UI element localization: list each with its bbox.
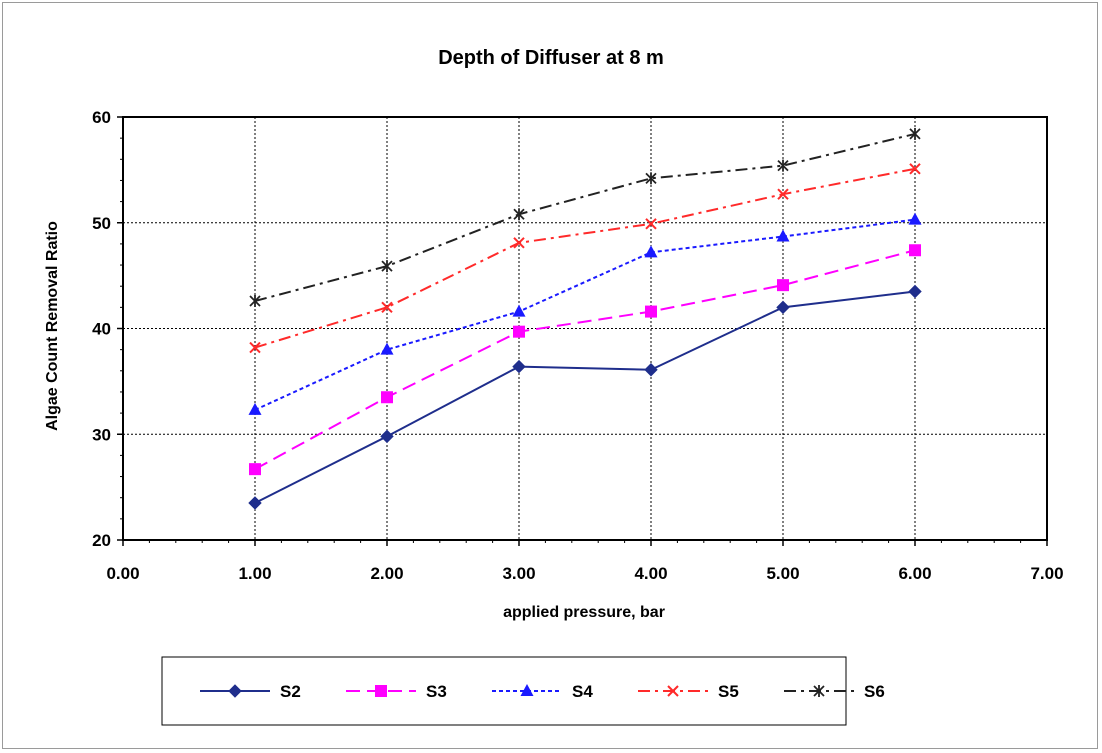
data-point xyxy=(248,496,262,510)
data-point xyxy=(645,172,657,185)
data-point xyxy=(248,402,262,415)
x-tick-label: 7.00 xyxy=(1030,564,1063,583)
y-tick-label: 50 xyxy=(92,214,111,233)
y-tick-label: 60 xyxy=(92,108,111,127)
data-point xyxy=(909,127,921,140)
x-tick-label: 2.00 xyxy=(370,564,403,583)
data-point xyxy=(645,305,657,318)
legend-swatch-marker xyxy=(667,685,679,697)
legend-swatch-marker xyxy=(375,685,387,697)
y-tick-label: 30 xyxy=(92,425,111,444)
chart-title: Depth of Diffuser at 8 m xyxy=(438,47,664,69)
x-tick-label: 1.00 xyxy=(238,564,271,583)
data-point xyxy=(381,301,393,314)
data-point xyxy=(645,218,657,230)
grid xyxy=(123,117,1047,540)
data-point xyxy=(381,260,393,273)
data-point xyxy=(644,245,658,258)
y-tick-label: 40 xyxy=(92,320,111,339)
x-tick-label: 4.00 xyxy=(634,564,667,583)
data-point xyxy=(908,212,922,225)
series-line xyxy=(254,218,916,411)
legend-box xyxy=(161,656,847,726)
data-point xyxy=(776,229,790,242)
data-point xyxy=(512,304,526,317)
legend-swatch-marker xyxy=(813,685,825,697)
data-point xyxy=(249,295,261,308)
series-s3 xyxy=(249,244,921,476)
y-axis-label: Algae Count Removal Ratio xyxy=(44,221,61,431)
data-point xyxy=(777,188,789,200)
series-line xyxy=(254,167,916,349)
x-tick-label: 0.00 xyxy=(106,564,139,583)
series-line xyxy=(254,290,916,504)
data-point xyxy=(777,279,789,292)
x-axis-label: applied pressure, bar xyxy=(503,604,665,621)
y-tick-label: 20 xyxy=(92,531,111,550)
data-point xyxy=(776,300,790,315)
legend-label: S2 xyxy=(280,682,301,701)
axis-ticks xyxy=(117,116,1048,546)
legend-item-s4: S4 xyxy=(492,682,593,701)
legend-item-s3: S3 xyxy=(346,682,447,701)
x-tick-label: 5.00 xyxy=(766,564,799,583)
legend-label: S6 xyxy=(864,682,885,701)
data-point xyxy=(512,359,526,374)
data-point xyxy=(909,244,921,257)
data-point xyxy=(513,325,525,338)
tick-labels: 0.00 1.00 2.00 3.00 4.00 5.00 6.00 7.00 20 30 40 50… xyxy=(92,108,1063,583)
series-s4 xyxy=(248,212,922,415)
data-point xyxy=(380,342,394,355)
legend-swatch-marker xyxy=(520,684,534,696)
series-line xyxy=(254,249,916,471)
data-point xyxy=(908,284,922,299)
data-point xyxy=(249,341,261,354)
data-point xyxy=(381,391,393,404)
legend-label: S5 xyxy=(718,682,739,701)
series-s5 xyxy=(249,163,921,354)
legend-item-s5: S5 xyxy=(638,682,739,701)
data-point xyxy=(513,208,525,221)
data-point xyxy=(644,363,658,377)
legend-item-s2: S2 xyxy=(200,682,301,701)
x-tick-label: 6.00 xyxy=(898,564,931,583)
series-s6 xyxy=(249,127,921,308)
series-group xyxy=(248,127,922,510)
data-point xyxy=(380,429,394,444)
data-point xyxy=(777,159,789,172)
legend-label: S3 xyxy=(426,682,447,701)
data-point xyxy=(249,463,261,476)
legend-item-s6: S6 xyxy=(784,682,885,701)
legend-label: S4 xyxy=(572,682,593,701)
legend-swatch-marker xyxy=(228,684,242,698)
x-tick-label: 3.00 xyxy=(502,564,535,583)
series-s2 xyxy=(248,284,922,510)
data-point xyxy=(513,237,525,249)
data-point xyxy=(909,163,921,175)
legend: S2 S3 S4 S5 S6 xyxy=(161,656,885,726)
